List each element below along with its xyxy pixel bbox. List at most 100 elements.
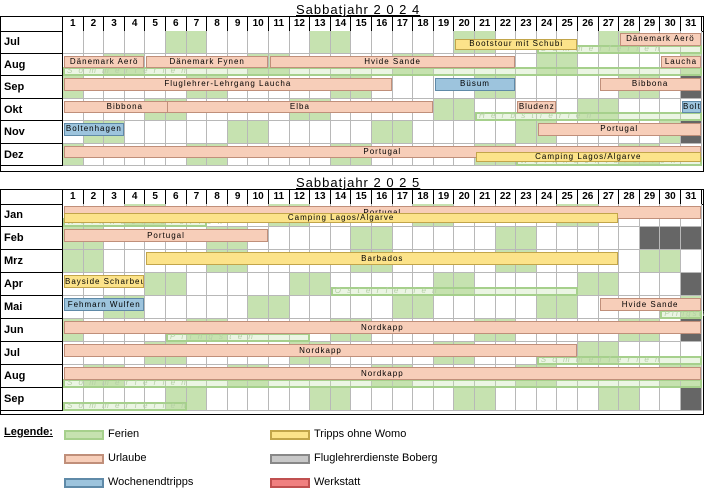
entry-wochen[interactable]: Boltenhagen bbox=[64, 123, 124, 136]
day-cell bbox=[557, 227, 578, 250]
day-cell bbox=[433, 296, 455, 319]
legend-swatch bbox=[64, 430, 104, 440]
entry-urlaub[interactable]: Portugal bbox=[64, 229, 268, 242]
day-cell bbox=[619, 227, 640, 250]
day-cell bbox=[289, 273, 311, 296]
entry-urlaub[interactable]: Bibbona bbox=[64, 100, 186, 113]
legend-label: Urlaube bbox=[108, 452, 147, 464]
entry-tripps[interactable]: Camping Lagos/Algarve bbox=[64, 212, 619, 223]
entry-urlaub[interactable]: Portugal bbox=[537, 123, 701, 136]
day-cell bbox=[475, 121, 496, 144]
entry-urlaub[interactable]: Bludenz bbox=[517, 100, 557, 113]
ferien-label: S o m m e r f e r i e n bbox=[67, 66, 188, 75]
day-cell bbox=[269, 31, 290, 54]
day-cell bbox=[536, 388, 558, 411]
day-cell bbox=[392, 121, 414, 144]
day-cell bbox=[145, 121, 166, 144]
day-header-21: 21 bbox=[475, 17, 496, 31]
day-cell bbox=[454, 296, 475, 319]
day-cell bbox=[413, 227, 434, 250]
day-header-16: 16 bbox=[372, 190, 393, 204]
day-cell bbox=[681, 250, 702, 273]
entry-wochen[interactable]: Fehmarn Wulfen bbox=[64, 298, 145, 311]
day-cell bbox=[310, 273, 331, 296]
day-cell bbox=[207, 273, 228, 296]
day-cell bbox=[392, 76, 414, 99]
day-cell bbox=[619, 250, 640, 273]
month-label-jul: Jul bbox=[1, 31, 63, 54]
day-cell bbox=[578, 227, 599, 250]
month-label-aug: Aug bbox=[1, 365, 63, 388]
day-cell bbox=[660, 273, 681, 296]
day-header-18: 18 bbox=[413, 190, 434, 204]
day-cell bbox=[475, 296, 496, 319]
calendar-title-2024: Sabbatjahr 2 0 2 4 bbox=[296, 2, 421, 17]
legend-swatch bbox=[270, 430, 310, 440]
header-corner bbox=[1, 17, 63, 31]
calendar-title-2025: Sabbatjahr 2 0 2 5 bbox=[296, 175, 421, 190]
day-cell bbox=[289, 121, 311, 144]
entry-urlaub[interactable]: Nordkapp bbox=[64, 344, 577, 357]
day-cell bbox=[516, 121, 537, 144]
ferien-band bbox=[660, 310, 702, 319]
entry-urlaub[interactable]: Elba bbox=[167, 100, 433, 113]
day-cell bbox=[475, 227, 496, 250]
entry-tripps[interactable]: Bayside Scharbeutz bbox=[64, 275, 145, 288]
day-cell bbox=[433, 121, 455, 144]
day-cell bbox=[83, 31, 105, 54]
day-header-2: 2 bbox=[84, 190, 105, 204]
day-cell bbox=[330, 121, 352, 144]
entry-urlaub[interactable]: Fluglehrer-Lehrgang Laucha bbox=[64, 78, 392, 91]
day-cell bbox=[63, 250, 84, 273]
legend-title: Legende: bbox=[4, 426, 53, 438]
day-cell bbox=[454, 98, 475, 121]
day-cell bbox=[186, 121, 208, 144]
entry-urlaub[interactable]: Nordkapp bbox=[64, 321, 701, 334]
day-cell bbox=[207, 31, 228, 54]
day-header-8: 8 bbox=[207, 17, 228, 31]
entry-urlaub[interactable]: Bibbona bbox=[599, 78, 701, 91]
day-cell bbox=[598, 273, 620, 296]
entry-urlaub[interactable]: Hvide Sande bbox=[270, 55, 516, 68]
ferien-label: Pfingstferien bbox=[664, 309, 704, 318]
day-cell bbox=[639, 250, 661, 273]
day-cell bbox=[269, 273, 290, 296]
day-cell bbox=[83, 250, 105, 273]
entry-wochen[interactable]: Boltenhagen bbox=[682, 100, 701, 113]
day-cell bbox=[372, 31, 393, 54]
day-header-15: 15 bbox=[351, 190, 372, 204]
day-header-29: 29 bbox=[640, 17, 661, 31]
day-header-5: 5 bbox=[145, 17, 166, 31]
day-cell bbox=[454, 388, 475, 411]
entry-wochen[interactable]: Büsum bbox=[434, 78, 516, 91]
day-header-3: 3 bbox=[104, 17, 125, 31]
legend-swatch bbox=[270, 454, 310, 464]
entry-urlaub[interactable]: Laucha bbox=[661, 55, 701, 68]
day-cell bbox=[413, 31, 434, 54]
day-cell bbox=[227, 273, 249, 296]
entry-tripps[interactable]: Barbados bbox=[146, 252, 619, 265]
day-cell bbox=[269, 296, 290, 319]
entry-urlaub[interactable]: Dänemark Aerö bbox=[620, 33, 701, 46]
day-header-10: 10 bbox=[248, 190, 269, 204]
day-cell bbox=[557, 388, 578, 411]
day-header-28: 28 bbox=[619, 190, 640, 204]
entry-urlaub[interactable]: Hvide Sande bbox=[599, 298, 701, 311]
entry-tripps[interactable]: Bootstour mit Schubi bbox=[455, 39, 577, 50]
day-header-25: 25 bbox=[557, 190, 578, 204]
entry-urlaub[interactable]: Dänemark Fynen bbox=[146, 55, 268, 68]
day-header-7: 7 bbox=[187, 17, 208, 31]
entry-tripps[interactable]: Camping Lagos/Algarve bbox=[476, 151, 701, 162]
entry-urlaub[interactable]: Nordkapp bbox=[64, 367, 701, 380]
day-cell bbox=[681, 388, 702, 411]
entry-urlaub[interactable]: Dänemark Aerö bbox=[64, 55, 145, 68]
day-header-28: 28 bbox=[619, 17, 640, 31]
legend-label: Werkstatt bbox=[314, 476, 361, 488]
day-header-23: 23 bbox=[516, 17, 537, 31]
day-cell bbox=[124, 121, 146, 144]
day-cell bbox=[330, 388, 352, 411]
day-cell bbox=[269, 388, 290, 411]
day-cell bbox=[227, 296, 249, 319]
day-cell bbox=[351, 388, 372, 411]
day-header-6: 6 bbox=[166, 17, 187, 31]
